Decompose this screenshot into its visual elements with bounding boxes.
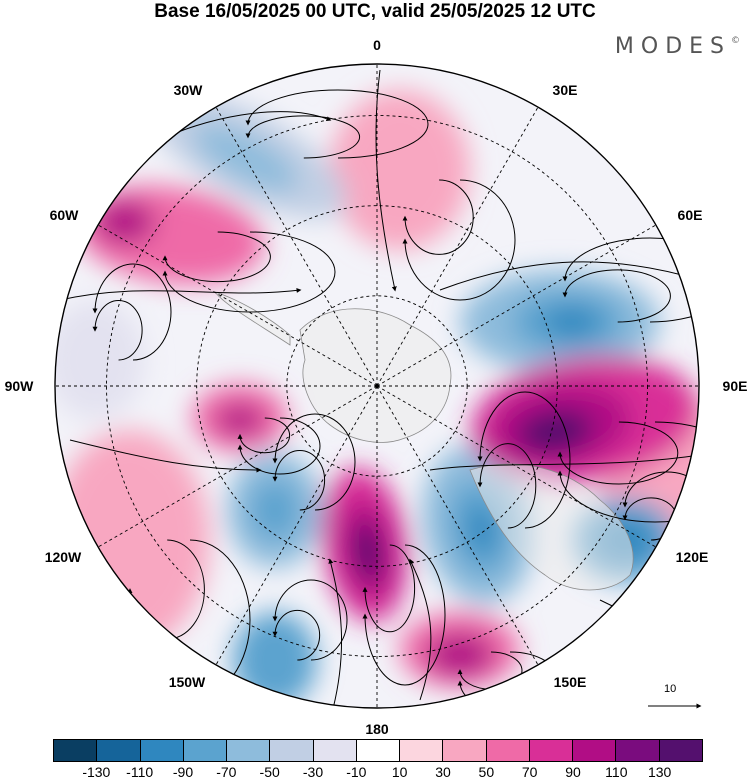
streamline bbox=[477, 391, 571, 529]
latitude-circle bbox=[196, 205, 558, 567]
streamline bbox=[245, 115, 361, 159]
streamline bbox=[69, 439, 262, 473]
colorbar-tick-label: -90 bbox=[172, 764, 194, 780]
colorbar-tick-label: 30 bbox=[435, 764, 451, 780]
anomaly-field bbox=[55, 64, 699, 708]
lon-label-120e: 120E bbox=[676, 549, 709, 565]
colorbar-swatch bbox=[54, 740, 98, 761]
positive-anomaly-area bbox=[517, 409, 593, 455]
lon-label-90e: 90E bbox=[723, 378, 748, 394]
colorbar-tick-label: -130 bbox=[82, 764, 111, 780]
streamline bbox=[59, 287, 302, 301]
colorbar-swatch bbox=[400, 740, 444, 761]
south-pole-marker bbox=[375, 384, 379, 388]
colorbar-tick-label: 110 bbox=[605, 764, 628, 780]
streamline bbox=[562, 237, 699, 323]
streamline bbox=[162, 231, 336, 313]
positive-anomaly-area bbox=[95, 200, 155, 244]
streamline bbox=[557, 421, 679, 485]
weak-anomaly-area bbox=[330, 90, 470, 250]
streamline bbox=[272, 450, 326, 511]
colorbar-swatch bbox=[573, 740, 617, 761]
streamline bbox=[409, 558, 432, 701]
graticule bbox=[55, 64, 699, 708]
lon-label-90w: 90W bbox=[5, 378, 35, 394]
lon-label-150e: 150E bbox=[554, 674, 587, 690]
streamline bbox=[328, 558, 342, 708]
lon-label-60e: 60E bbox=[678, 207, 703, 223]
colorbar-tick-label: 130 bbox=[647, 764, 672, 780]
colorbar-tick-label: 10 bbox=[391, 764, 408, 780]
streamline bbox=[272, 609, 321, 661]
colorbar-swatch bbox=[356, 740, 401, 761]
positive-anomaly-area bbox=[216, 404, 264, 436]
lon-label-30w: 30W bbox=[174, 82, 204, 98]
colorbar-tick-label: -10 bbox=[346, 764, 367, 780]
streamline bbox=[237, 417, 291, 454]
streamline bbox=[477, 443, 537, 529]
lon-label-60w: 60W bbox=[50, 207, 80, 223]
negative-anomaly-area bbox=[193, 124, 299, 192]
lon-label-30e: 30E bbox=[553, 82, 578, 98]
colorbar-swatch bbox=[313, 740, 357, 761]
streamline bbox=[557, 421, 699, 523]
colorbar-swatch bbox=[97, 740, 141, 761]
lon-label-150w: 150W bbox=[169, 674, 206, 690]
colorbar-tick-label: 50 bbox=[478, 764, 495, 780]
streamline bbox=[402, 179, 516, 301]
colorbar-tick-label: -70 bbox=[216, 764, 237, 780]
streamline bbox=[375, 69, 397, 292]
colorbar-swatch bbox=[183, 740, 228, 761]
colorbar bbox=[53, 739, 703, 762]
latitude-circle bbox=[286, 295, 468, 477]
weak-anomaly-area bbox=[55, 430, 210, 650]
positive-anomaly-area bbox=[352, 522, 382, 582]
colorbar-swatch bbox=[659, 740, 702, 761]
streamline bbox=[429, 453, 699, 471]
streamline bbox=[562, 269, 671, 323]
colorbar-tick-label: 90 bbox=[565, 764, 581, 780]
colorbar-ticks: -130 -110 -90 -70 -50 -30 -10 10 30 50 70 90 110 130 bbox=[53, 764, 703, 782]
streamline bbox=[272, 413, 356, 511]
streamline bbox=[162, 231, 271, 283]
streamline bbox=[362, 544, 416, 633]
colorbar-tick-label: 70 bbox=[521, 764, 538, 780]
chart-title: Base 16/05/2025 00 UTC, valid 25/05/2025… bbox=[154, 1, 596, 22]
weak-anomaly-area bbox=[55, 300, 145, 420]
colorbar-tick-label: -50 bbox=[259, 764, 280, 780]
colorbar-swatch bbox=[486, 740, 530, 761]
polar-map[interactable]: 0 30E 60E 90E 120E 150E 180 150W 120W 90… bbox=[0, 0, 750, 735]
land-mass bbox=[299, 308, 452, 443]
streamline bbox=[439, 261, 699, 291]
positive-anomaly-area bbox=[426, 633, 494, 677]
colorbar-swatch bbox=[443, 740, 487, 761]
colorbar-swatch bbox=[140, 740, 184, 761]
negative-anomaly-area bbox=[251, 480, 299, 540]
negative-anomaly-area bbox=[546, 307, 598, 337]
lon-label-0: 0 bbox=[373, 37, 381, 53]
colorbar-swatch bbox=[227, 740, 271, 761]
map-border bbox=[54, 63, 700, 709]
streamline bbox=[92, 263, 172, 361]
brand-name: MODES bbox=[614, 34, 731, 59]
streamline bbox=[237, 417, 321, 475]
streamline bbox=[362, 544, 446, 686]
streamline bbox=[245, 89, 429, 159]
streamline bbox=[402, 179, 474, 255]
negative-anomaly-area bbox=[467, 508, 497, 552]
colorbar-tick-label: -30 bbox=[302, 764, 324, 780]
streamline bbox=[92, 300, 143, 361]
latitude-circle bbox=[106, 115, 648, 657]
streamlines bbox=[59, 69, 699, 708]
colorbar-tick-label: -110 bbox=[126, 764, 154, 780]
lon-label-120w: 120W bbox=[45, 549, 82, 565]
reference-vector-label: 10 bbox=[664, 683, 677, 695]
lon-label-180: 180 bbox=[365, 721, 389, 735]
modes-logo: MODES© bbox=[615, 34, 740, 59]
negative-anomaly-area bbox=[233, 612, 317, 708]
colorbar-swatch bbox=[529, 740, 574, 761]
copyright-mark: © bbox=[731, 36, 740, 46]
colorbar-swatch bbox=[616, 740, 660, 761]
colorbar-swatch bbox=[270, 740, 314, 761]
